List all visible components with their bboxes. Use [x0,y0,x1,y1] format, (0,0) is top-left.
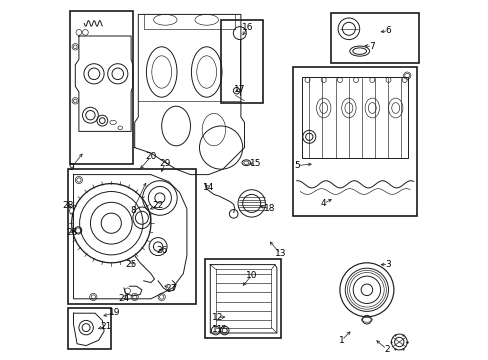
Text: 1: 1 [338,336,344,345]
Text: 21: 21 [100,322,111,331]
Text: 13: 13 [274,249,285,258]
Text: 6: 6 [385,26,390,35]
Text: 18: 18 [264,204,275,213]
Text: 10: 10 [245,271,257,280]
Bar [70,11,133,164]
Text: 16: 16 [242,22,253,31]
Text: 22: 22 [152,201,163,210]
Bar [302,77,407,158]
Text: 11: 11 [211,325,223,334]
Text: 26: 26 [156,246,167,255]
Bar [330,13,418,63]
Text: 14: 14 [203,183,214,192]
Bar [68,169,196,304]
Text: 12: 12 [211,313,223,322]
Text: 15: 15 [249,159,261,168]
Text: 20: 20 [145,152,156,161]
Text: 2: 2 [383,345,389,354]
Bar [68,308,111,349]
Text: 25: 25 [125,260,137,269]
Text: 5: 5 [293,161,299,170]
Text: 24: 24 [118,294,129,303]
Text: 23: 23 [66,228,77,237]
Text: 3: 3 [385,260,390,269]
Text: 9: 9 [69,163,75,172]
Text: 7: 7 [368,42,374,51]
Bar [221,20,262,103]
Text: 4: 4 [320,199,326,208]
Bar [204,259,280,338]
Text: 28: 28 [62,201,74,210]
Text: 29: 29 [159,159,171,168]
Text: 8: 8 [130,206,136,215]
Bar [292,67,416,216]
Text: 17: 17 [234,85,245,94]
Text: 27: 27 [164,284,176,293]
Text: 19: 19 [109,308,121,317]
